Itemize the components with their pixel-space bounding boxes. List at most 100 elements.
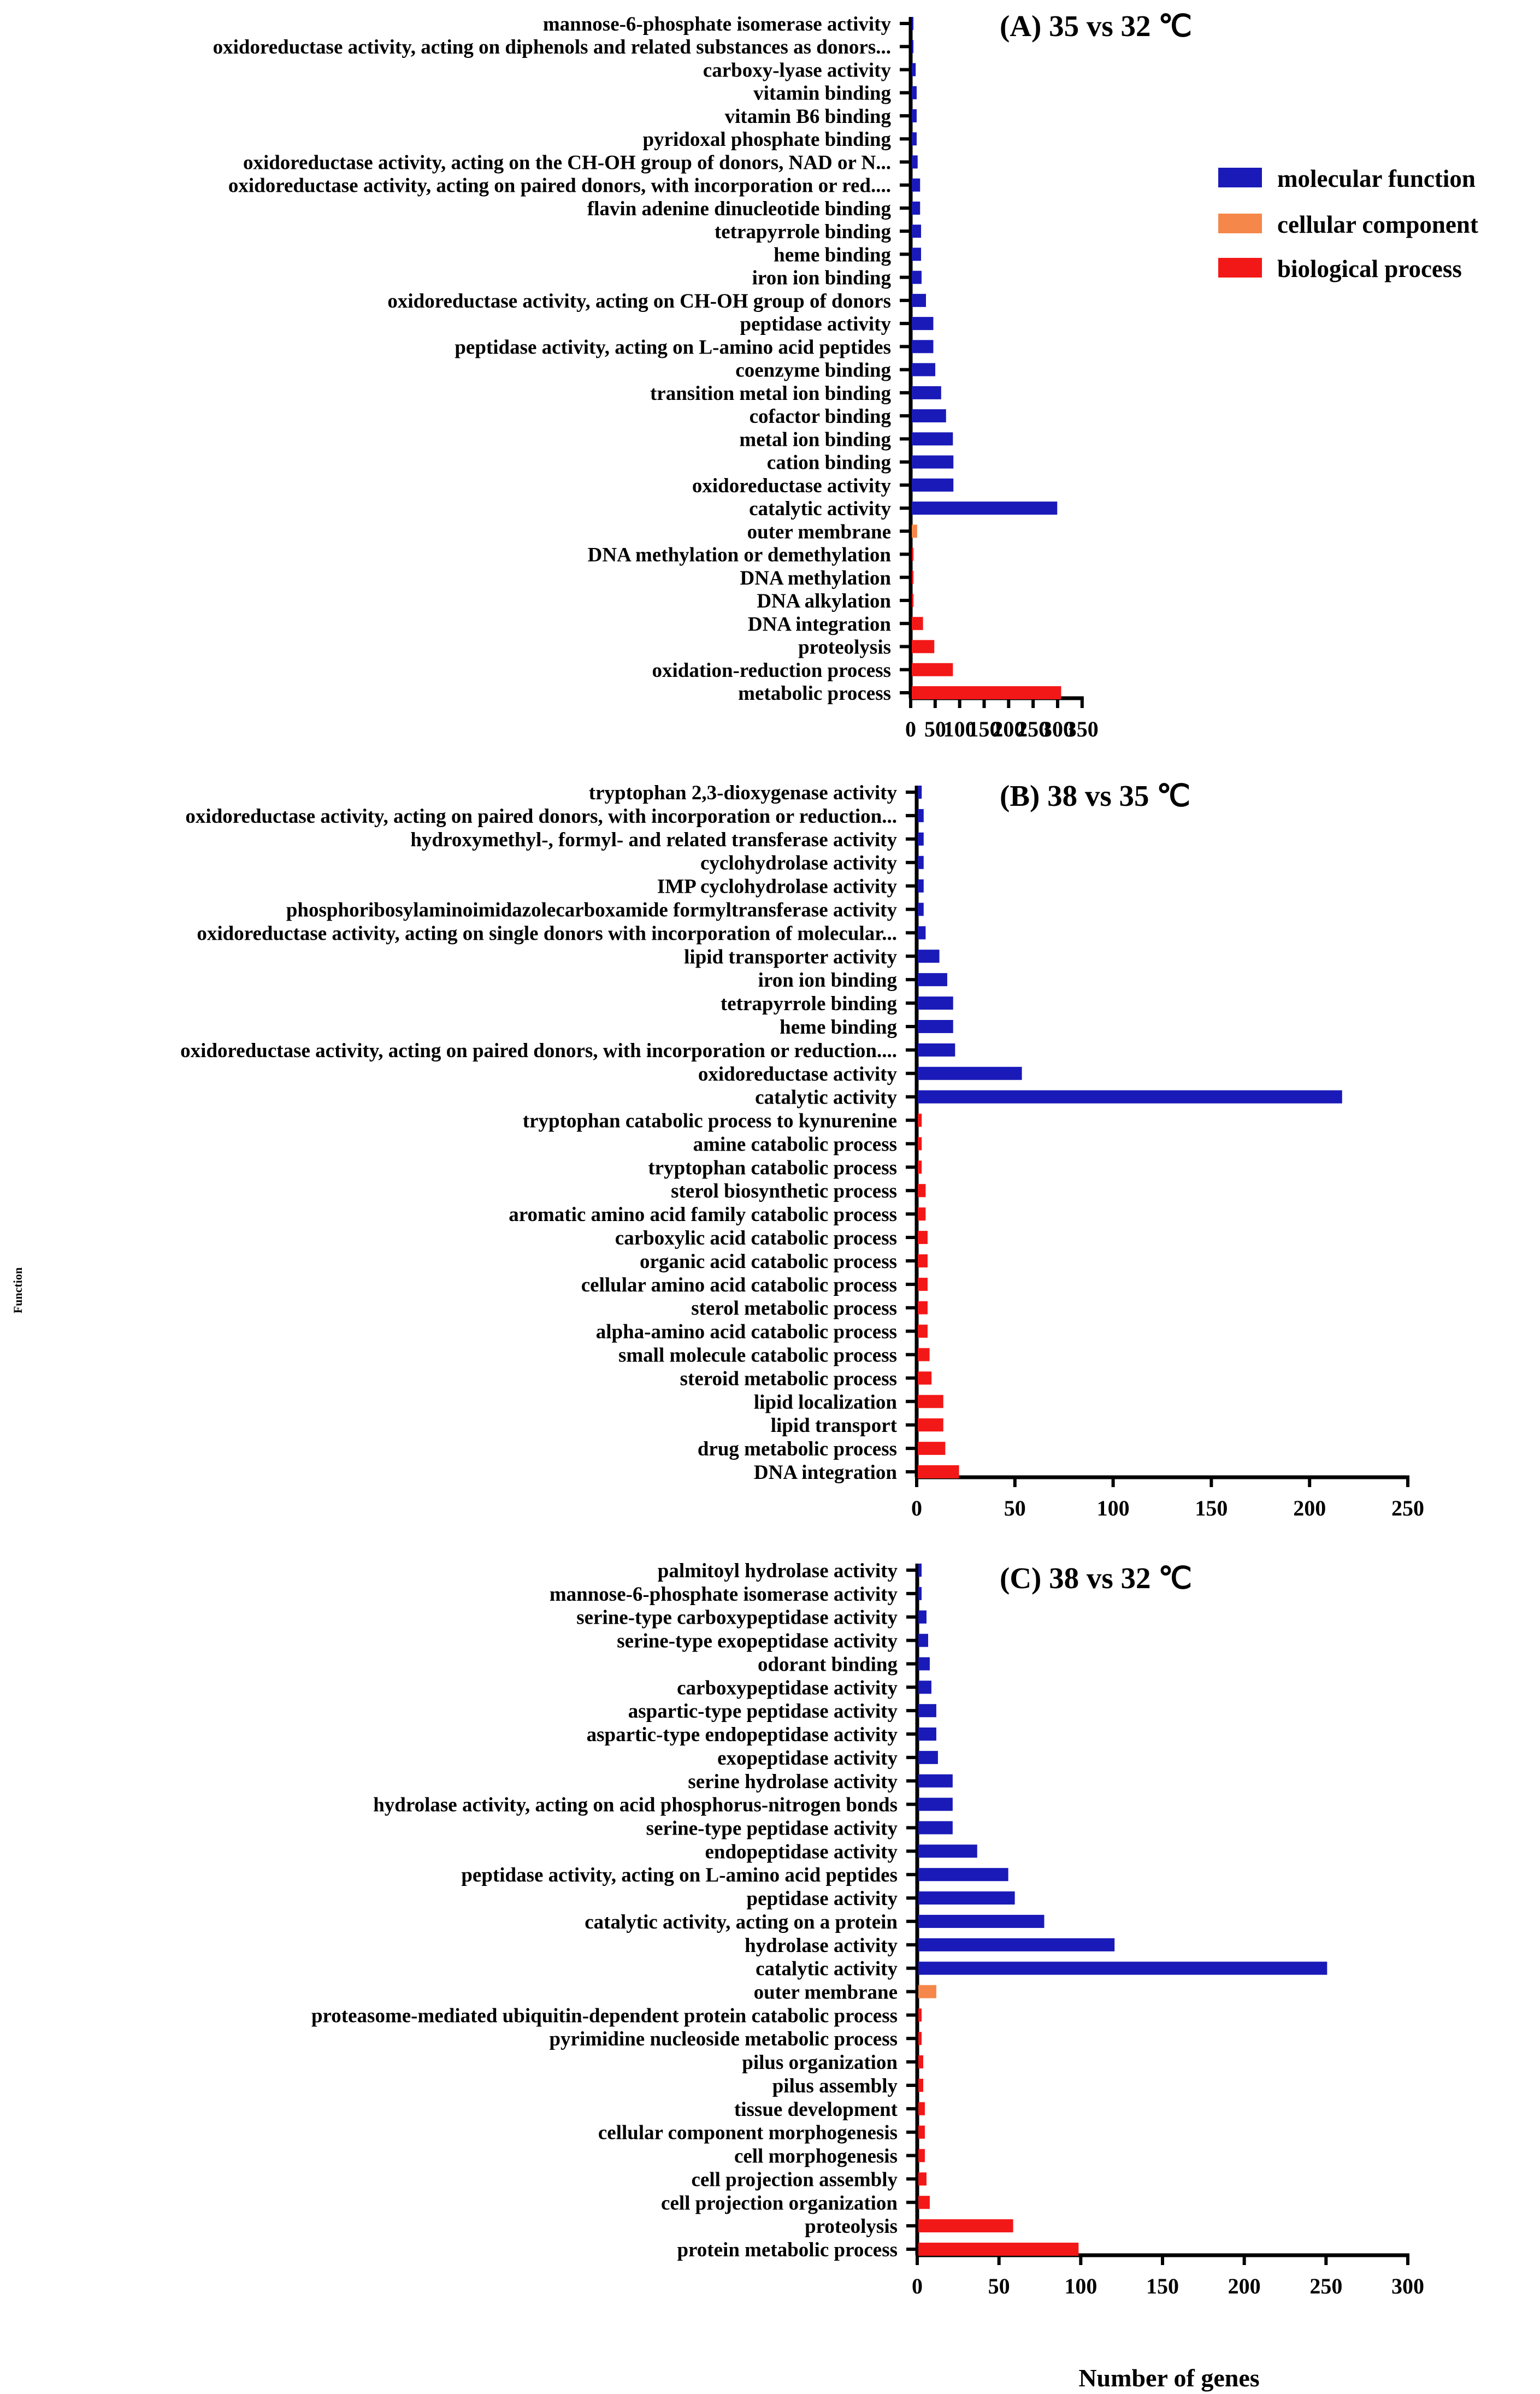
bar-metal-ion-binding bbox=[912, 432, 953, 446]
category-label-cyclohydrolase-activity: cyclohydrolase activity bbox=[700, 852, 898, 875]
bar-oxidoreductase-activity-acting-on-paired-donors-with-incorpo bbox=[918, 1043, 955, 1057]
category-label-proteolysis: proteolysis bbox=[805, 2215, 898, 2238]
category-label-oxidoreductase-activity-acting-on-diphenols-and-related-subs: oxidoreductase activity, acting on diphe… bbox=[213, 36, 891, 58]
panel-c: (C) 38 vs 32 ℃ 0 50 100 150 200 250 300 palmitoy… bbox=[311, 1560, 1424, 2298]
category-label-alpha-amino-acid-catabolic-process: alpha-amino acid catabolic process bbox=[596, 1321, 897, 1343]
bar-lipid-transporter-activity bbox=[918, 950, 940, 963]
category-label-dna-methylation: DNA methylation bbox=[740, 567, 892, 589]
x-tick-label: 300 bbox=[1041, 717, 1074, 741]
category-label-vitamin-binding: vitamin binding bbox=[753, 82, 891, 105]
bar-hydrolase-activity bbox=[918, 1938, 1115, 1951]
category-label-cell-projection-organization: cell projection organization bbox=[661, 2192, 898, 2214]
bar-tryptophan-2-3-dioxygenase-activity bbox=[918, 786, 922, 799]
bar-peptidase-activity bbox=[912, 317, 934, 331]
bar-oxidoreductase-activity-acting-on-ch-oh-group-of-donors bbox=[912, 293, 927, 307]
category-label-catalytic-activity: catalytic activity bbox=[749, 498, 891, 520]
bar-oxidation-reduction-process bbox=[912, 663, 953, 676]
legend-swatch-cellular-component bbox=[1218, 214, 1262, 233]
category-label-dna-integration: DNA integration bbox=[748, 613, 891, 635]
category-label-metal-ion-binding: metal ion binding bbox=[739, 428, 891, 451]
bar-cation-binding bbox=[912, 455, 954, 469]
category-label-tetrapyrrole-binding: tetrapyrrole binding bbox=[721, 993, 898, 1015]
category-label-carboxypeptidase-activity: carboxypeptidase activity bbox=[677, 1677, 898, 1699]
x-tick-label: 250 bbox=[1391, 1496, 1424, 1520]
legend-label-molecular-function: molecular function bbox=[1277, 165, 1476, 192]
category-label-outer-membrane: outer membrane bbox=[754, 1982, 898, 2004]
category-label-iron-ion-binding: iron ion binding bbox=[752, 267, 892, 290]
category-label-oxidation-reduction-process: oxidation-reduction process bbox=[652, 659, 891, 682]
category-label-catalytic-activity: catalytic activity bbox=[755, 1087, 897, 1109]
x-tick-label: 300 bbox=[1391, 2274, 1424, 2298]
bar-imp-cyclohydrolase-activity bbox=[918, 879, 924, 893]
category-label-oxidoreductase-activity-acting-on-the-ch-oh-group-of-donors-: oxidoreductase activity, acting on the C… bbox=[243, 151, 891, 174]
category-label-cell-projection-assembly: cell projection assembly bbox=[692, 2168, 898, 2191]
category-label-oxidoreductase-activity: oxidoreductase activity bbox=[692, 475, 892, 497]
bar-lipid-transport bbox=[918, 1418, 943, 1432]
bar-carboxy-lyase-activity bbox=[912, 63, 916, 76]
category-label-oxidoreductase-activity-acting-on-paired-donors-with-incorpo: oxidoreductase activity, acting on paire… bbox=[180, 1040, 897, 1062]
bar-sterol-biosynthetic-process bbox=[918, 1184, 926, 1198]
bar-palmitoyl-hydrolase-activity bbox=[918, 1564, 922, 1577]
category-label-cell-morphogenesis: cell morphogenesis bbox=[734, 2145, 898, 2168]
category-label-odorant-binding: odorant binding bbox=[758, 1653, 898, 1676]
y-axis-title: Function bbox=[11, 1267, 25, 1313]
category-label-exopeptidase-activity: exopeptidase activity bbox=[717, 1747, 898, 1770]
bar-cellular-amino-acid-catabolic-process bbox=[918, 1277, 928, 1291]
bar-iron-ion-binding bbox=[912, 270, 922, 284]
x-axis-title: Number of genes bbox=[1078, 2364, 1259, 2392]
bar-dna-alkylation bbox=[912, 594, 913, 608]
x-tick-label: 0 bbox=[905, 717, 916, 741]
bar-proteolysis bbox=[912, 640, 935, 653]
bar-serine-type-carboxypeptidase-activity bbox=[918, 1610, 927, 1624]
bar-organic-acid-catabolic-process bbox=[918, 1254, 928, 1267]
bar-endopeptidase-activity bbox=[918, 1844, 977, 1858]
category-label-tetrapyrrole-binding: tetrapyrrole binding bbox=[715, 221, 892, 243]
bar-peptidase-activity-acting-on-l-amino-acid-peptides bbox=[918, 1868, 1008, 1882]
category-label-dna-methylation-or-demethylation: DNA methylation or demethylation bbox=[588, 544, 892, 567]
bar-mannose-6-phosphate-isomerase-activity bbox=[912, 17, 913, 30]
bar-hydroxymethyl-formyl-and-related-transferase-activity bbox=[918, 832, 924, 846]
category-label-lipid-transporter-activity: lipid transporter activity bbox=[684, 946, 897, 968]
bar-lipid-localization bbox=[918, 1395, 943, 1408]
category-label-steroid-metabolic-process: steroid metabolic process bbox=[680, 1367, 897, 1390]
category-label-oxidoreductase-activity-acting-on-ch-oh-group-of-donors: oxidoreductase activity, acting on CH-OH… bbox=[387, 290, 891, 312]
category-label-small-molecule-catabolic-process: small molecule catabolic process bbox=[618, 1345, 897, 1367]
bar-tetrapyrrole-binding bbox=[912, 225, 922, 238]
bar-carboxypeptidase-activity bbox=[918, 1680, 931, 1694]
bar-oxidoreductase-activity-acting-on-paired-donors-with-incorpo bbox=[918, 809, 924, 822]
category-label-cofactor-binding: cofactor binding bbox=[750, 405, 892, 428]
panel-title: (B) 38 vs 35 ℃ bbox=[1000, 779, 1190, 812]
bar-cyclohydrolase-activity bbox=[918, 856, 924, 869]
category-label-carboxylic-acid-catabolic-process: carboxylic acid catabolic process bbox=[615, 1227, 897, 1249]
bar-vitamin-b6-binding bbox=[912, 109, 917, 122]
category-label-hydrolase-activity-acting-on-acid-phosphorus-nitrogen-bonds: hydrolase activity, acting on acid phosp… bbox=[373, 1794, 898, 1817]
panel-title: (A) 35 vs 32 ℃ bbox=[1000, 9, 1192, 43]
category-label-peptidase-activity: peptidase activity bbox=[740, 313, 892, 335]
category-label-imp-cyclohydrolase-activity: IMP cyclohydrolase activity bbox=[657, 876, 898, 898]
category-label-tryptophan-catabolic-process: tryptophan catabolic process bbox=[648, 1157, 897, 1179]
x-tick-label: 200 bbox=[1228, 2274, 1261, 2298]
bar-pyrimidine-nucleoside-metabolic-process bbox=[918, 2032, 922, 2045]
bar-proteasome-mediated-ubiquitin-dependent-protein-catabolic-pr bbox=[918, 2008, 922, 2022]
panel-title: (C) 38 vs 32 ℃ bbox=[1000, 1561, 1192, 1595]
category-label-iron-ion-binding: iron ion binding bbox=[758, 969, 898, 992]
category-label-aspartic-type-peptidase-activity: aspartic-type peptidase activity bbox=[628, 1700, 898, 1723]
category-label-heme-binding: heme binding bbox=[780, 1016, 897, 1039]
x-tick-label: 250 bbox=[1017, 717, 1049, 741]
bar-serine-hydrolase-activity bbox=[918, 1774, 953, 1788]
bar-peptidase-activity bbox=[918, 1891, 1015, 1905]
category-label-mannose-6-phosphate-isomerase-activity: mannose-6-phosphate isomerase activity bbox=[550, 1583, 898, 1606]
category-label-aspartic-type-endopeptidase-activity: aspartic-type endopeptidase activity bbox=[587, 1724, 898, 1746]
category-label-sterol-metabolic-process: sterol metabolic process bbox=[691, 1298, 897, 1320]
category-label-flavin-adenine-dinucleotide-binding: flavin adenine dinucleotide binding bbox=[587, 198, 892, 220]
category-label-tryptophan-catabolic-process-to-kynurenine: tryptophan catabolic process to kynureni… bbox=[523, 1110, 897, 1133]
bar-protein-metabolic-process bbox=[918, 2243, 1079, 2256]
bar-cell-morphogenesis bbox=[918, 2149, 925, 2162]
bar-proteolysis bbox=[918, 2219, 1013, 2233]
bar-oxidoreductase-activity-acting-on-paired-donors-with-incorpo bbox=[912, 178, 921, 192]
bar-iron-ion-binding bbox=[918, 973, 947, 987]
bar-cofactor-binding bbox=[912, 409, 946, 423]
category-label-peptidase-activity-acting-on-l-amino-acid-peptides: peptidase activity, acting on L-amino ac… bbox=[461, 1864, 898, 1886]
